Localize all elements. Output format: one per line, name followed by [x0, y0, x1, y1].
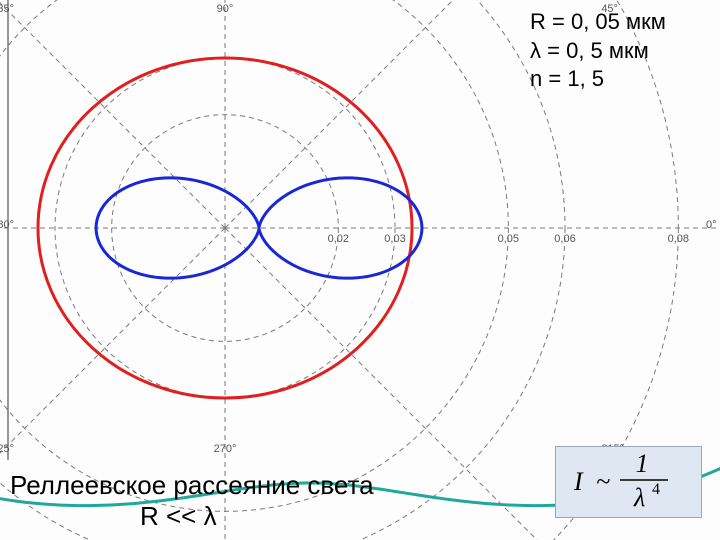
formula-denom-base: λ — [633, 483, 645, 512]
param-n-value: 1, 5 — [567, 66, 604, 91]
svg-text:180°: 180° — [0, 219, 14, 231]
svg-text:0,05: 0,05 — [498, 233, 519, 245]
svg-text:0,02: 0,02 — [328, 233, 349, 245]
formula-numerator: 1 — [635, 449, 648, 478]
param-R-value: 0, 05 мкм — [571, 9, 666, 34]
svg-text:0°: 0° — [706, 219, 717, 231]
param-lambda-label: λ — [530, 38, 541, 63]
formula-tilde: ~ — [596, 467, 610, 496]
param-n-label: n — [530, 66, 542, 91]
svg-text:90°: 90° — [217, 3, 234, 15]
param-R-label: R — [530, 9, 546, 34]
svg-text:270°: 270° — [214, 443, 237, 455]
svg-text:135°: 135° — [0, 3, 14, 15]
chart-title: Реллеевское рассеяние света R << λ — [10, 470, 374, 532]
svg-text:0,08: 0,08 — [668, 233, 689, 245]
formula-lhs: I — [573, 467, 584, 496]
formula-denom-exp: 4 — [652, 481, 660, 498]
svg-text:225°: 225° — [0, 443, 14, 455]
title-line1: Реллеевское рассеяние света — [10, 470, 374, 501]
param-lambda-value: 0, 5 мкм — [566, 38, 649, 63]
svg-text:0,03: 0,03 — [384, 233, 405, 245]
title-line2: R << λ — [10, 501, 374, 532]
parameter-box: R = 0, 05 мкм λ = 0, 5 мкм n = 1, 5 — [530, 8, 666, 94]
svg-text:0,06: 0,06 — [554, 233, 575, 245]
formula-box: I ~ 1 λ 4 — [555, 446, 702, 518]
